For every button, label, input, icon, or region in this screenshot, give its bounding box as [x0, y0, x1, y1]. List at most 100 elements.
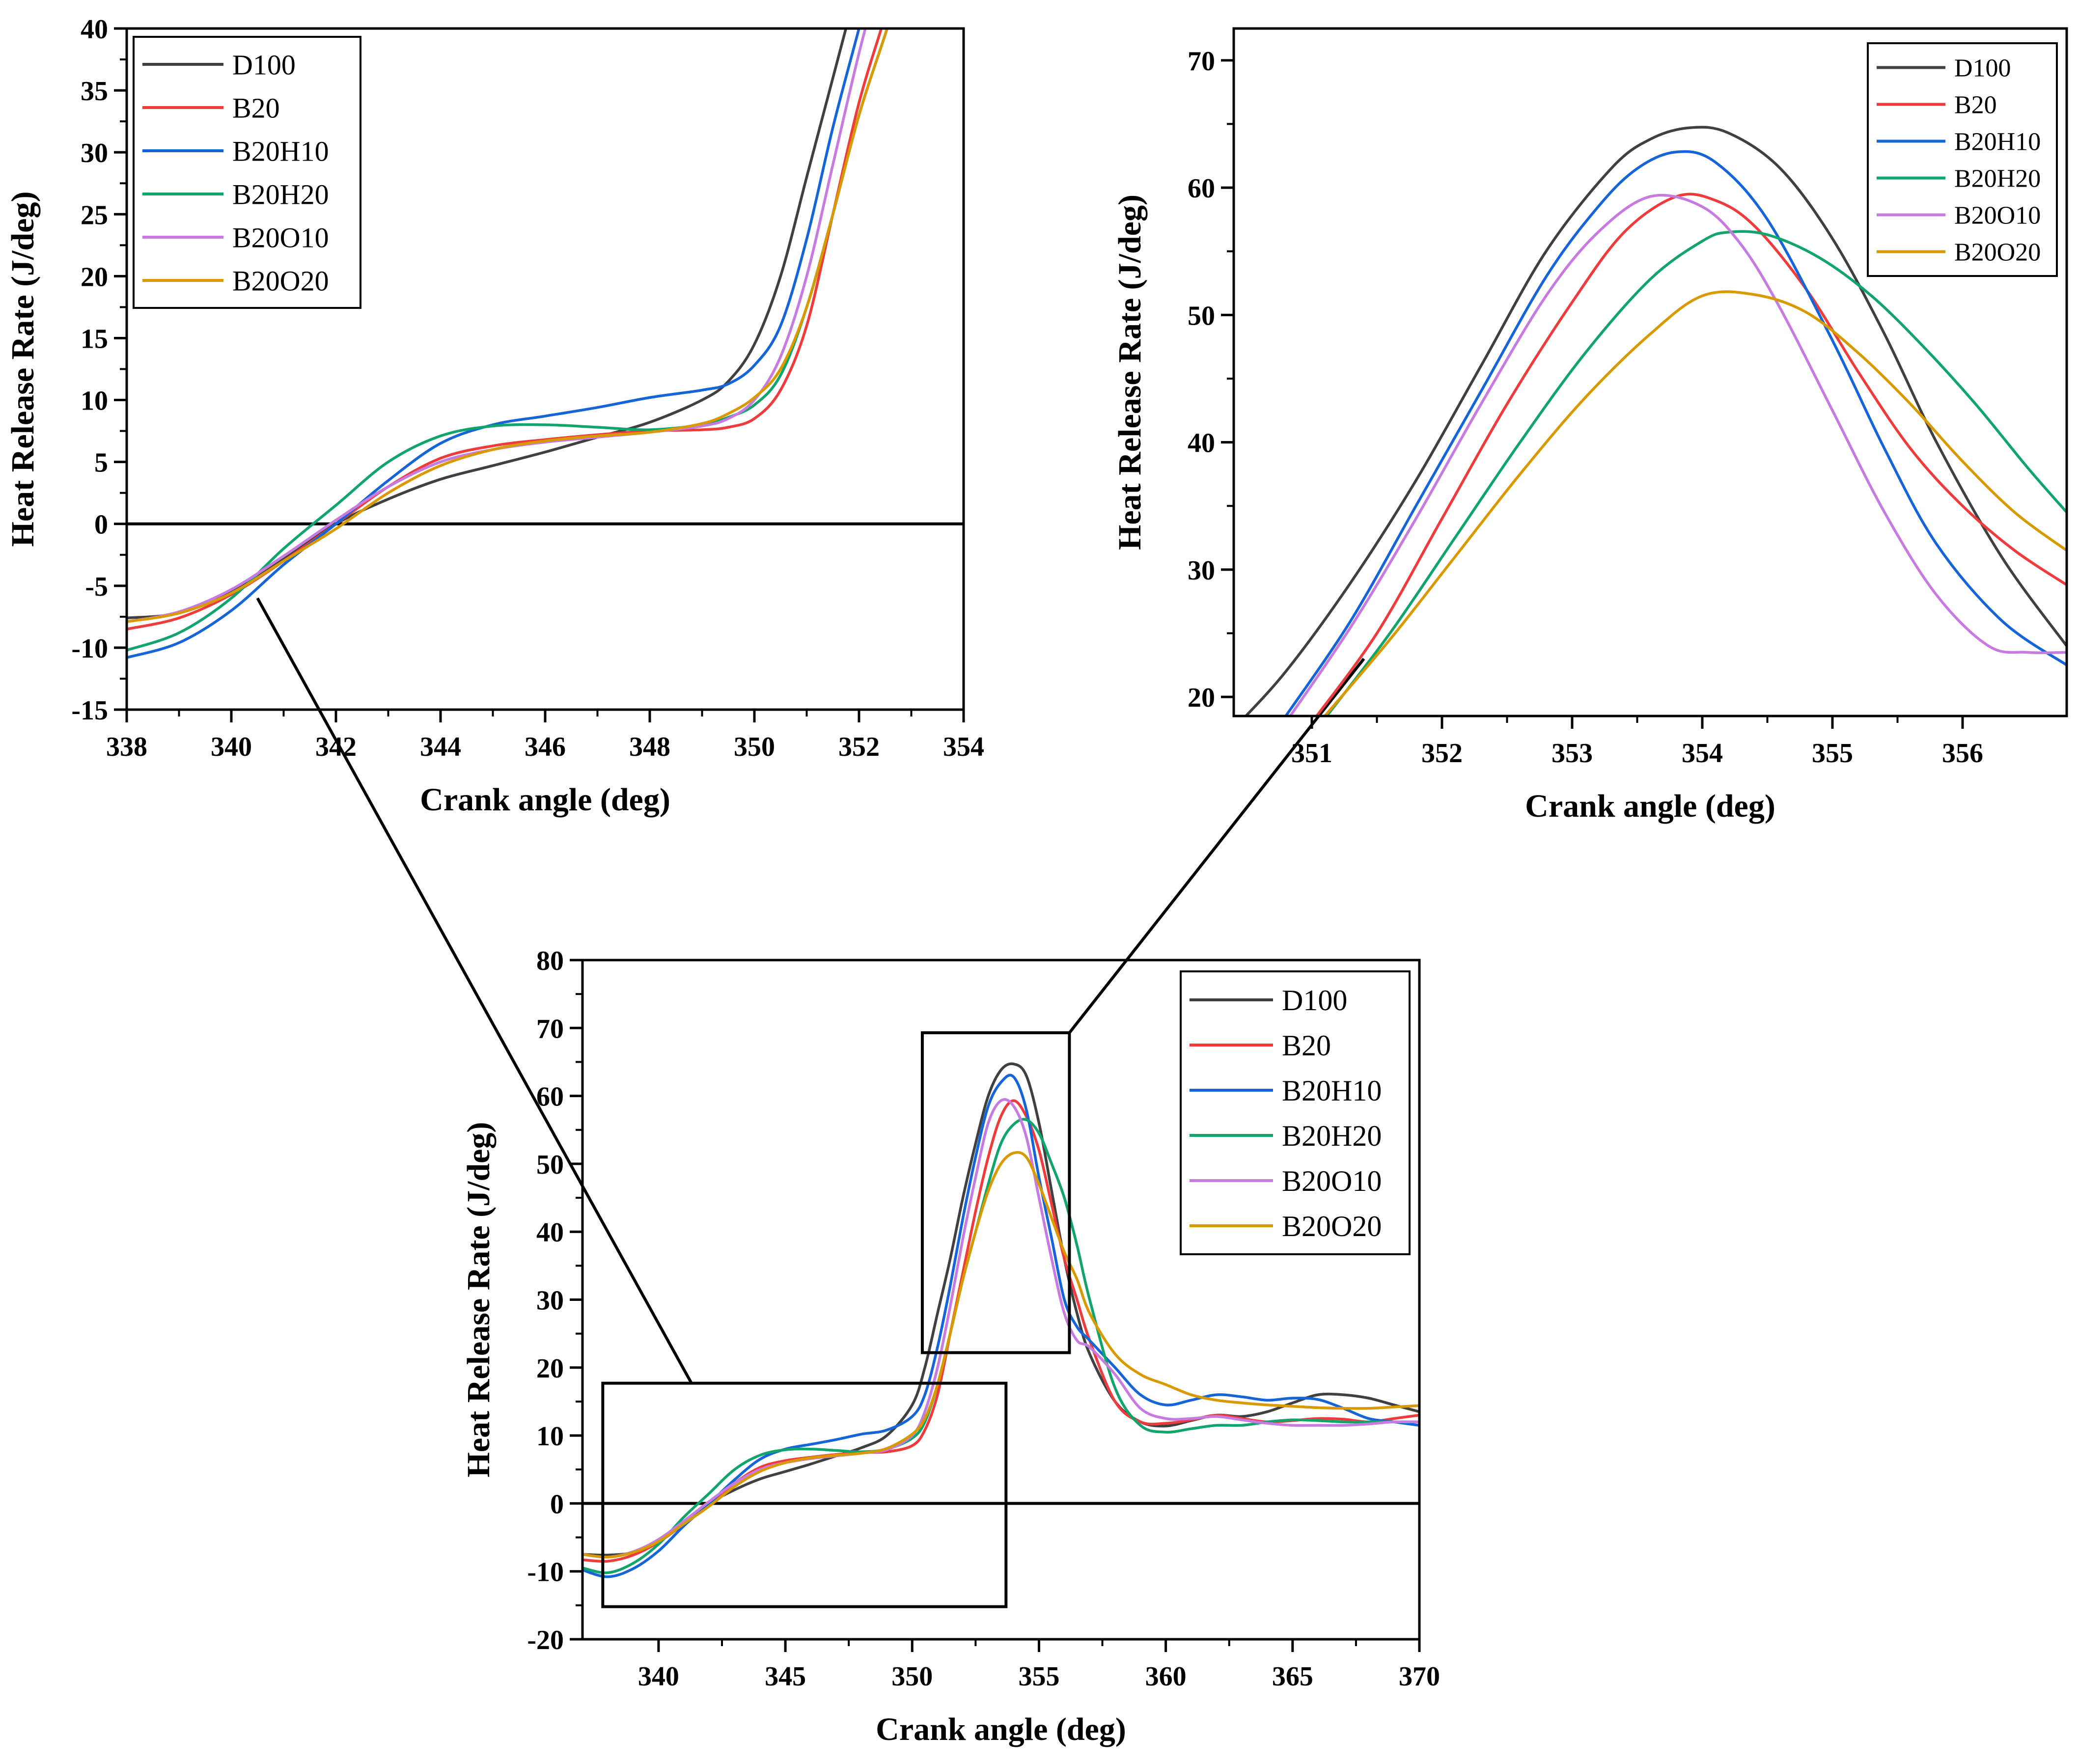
x-tick-label: 355	[1812, 738, 1853, 769]
legend-label-b20o20: B20O20	[232, 265, 329, 297]
legend-box	[1180, 970, 1411, 1255]
y-tick-label: -10	[527, 1557, 564, 1588]
y-tick-label: -20	[527, 1625, 564, 1655]
y-tick-label: 0	[550, 1489, 564, 1519]
legend: D100 B20 B20H10 B20H20 B20O10 B20O20	[133, 36, 361, 309]
y-tick-label: 10	[536, 1421, 564, 1452]
x-tick-label: 345	[765, 1661, 806, 1692]
zoom-connectors	[256, 597, 1365, 1384]
series-group	[582, 1062, 1419, 1578]
legend-label-d100: D100	[1954, 55, 2011, 83]
legend-label-b20o10: B20O10	[1954, 202, 2041, 230]
x-tick-label: 355	[1018, 1661, 1059, 1692]
legend-label-b20h10: B20H10	[1954, 128, 2041, 156]
x-tick-label: 365	[1272, 1661, 1313, 1692]
y-tick-label: 50	[536, 1150, 564, 1180]
x-tick-label: 354	[1682, 738, 1723, 769]
series-group	[1244, 126, 2067, 716]
x-tick-label: 352	[1421, 738, 1463, 769]
y-axis-title: Heat Release Rate (J/deg)	[461, 1122, 497, 1478]
x-axis-title: Crank angle (deg)	[420, 782, 670, 818]
x-tick-label: 354	[943, 732, 984, 762]
y-tick-label: 20	[1188, 683, 1215, 713]
series-line-b20o10	[582, 1098, 1419, 1559]
y-tick-label: 20	[81, 262, 108, 292]
legend-label-b20o20: B20O20	[1954, 239, 2041, 267]
x-tick-label: 353	[1552, 738, 1593, 769]
legend-label-b20h20: B20H20	[1282, 1120, 1382, 1152]
zoom-box-early	[601, 1381, 1008, 1608]
y-tick-label: -10	[71, 634, 108, 664]
series-line-b20o20	[1323, 290, 2067, 716]
x-tick-label: 356	[1942, 738, 1983, 769]
chart-overall: 340 345 350 355 360 365 370 -20 -10 0 10 20 30 40 50 60…	[461, 946, 1440, 1747]
connector-early	[256, 597, 693, 1384]
y-tick-label: 5	[94, 448, 108, 478]
y-tick-label: 70	[536, 1014, 564, 1044]
y-tick-label: 30	[81, 138, 108, 168]
legend-label-b20o10: B20O10	[1282, 1165, 1382, 1197]
connector-peak	[1068, 658, 1365, 1034]
series-line-b20h10	[582, 1074, 1419, 1578]
series-line-b20h10	[127, 28, 860, 659]
y-tick-label: -5	[85, 572, 108, 602]
legend-box	[1867, 42, 2058, 277]
y-tick-label: 40	[1188, 428, 1215, 459]
y-axis-title: Heat Release Rate (J/deg)	[5, 192, 41, 547]
legend-label-b20h20: B20H20	[1954, 165, 2041, 193]
legend: D100 B20 B20H10 B20H20 B20O10 B20O20	[1180, 970, 1411, 1255]
y-tick-label: 70	[1188, 46, 1215, 77]
x-tick-label: 352	[838, 732, 880, 762]
x-tick-label: 340	[211, 732, 252, 762]
chart-early-phase: 338 340 342 344 346 348 350 352 354 -15 -10 -5 0 5 10 1…	[5, 14, 984, 818]
zoom-box-peak	[920, 1031, 1071, 1354]
y-tick-label: 60	[1188, 173, 1215, 204]
legend-label-b20h10: B20H10	[1282, 1075, 1382, 1107]
x-tick-label: 350	[734, 732, 775, 762]
series-line-b20o10	[1288, 193, 2067, 716]
plot-frame	[1232, 27, 2068, 717]
legend-label-b20o20: B20O20	[1282, 1210, 1382, 1242]
x-tick-label: 342	[315, 732, 357, 762]
y-tick-label: 40	[536, 1217, 564, 1248]
x-tick-label: 346	[525, 732, 566, 762]
legend-label-b20: B20	[1282, 1029, 1331, 1062]
series-line-b20h10	[1284, 150, 2067, 716]
legend-label-b20h10: B20H10	[232, 135, 329, 167]
series-line-b20h20	[582, 1118, 1419, 1574]
series-line-b20o20	[127, 28, 889, 623]
y-tick-label: 25	[81, 200, 108, 230]
x-axis-title: Crank angle (deg)	[1525, 788, 1775, 824]
x-tick-label: 351	[1291, 738, 1332, 769]
series-line-b20	[582, 1099, 1419, 1563]
legend: D100 B20 B20H10 B20H20 B20O10 B20O20	[1867, 42, 2058, 277]
y-tick-label: 10	[81, 386, 108, 416]
x-tick-label: 340	[638, 1661, 679, 1692]
chart-peak-region: 351 352 353 354 355 356 20 30 40 50 60 70 Crank angl…	[1112, 27, 2068, 824]
y-tick-label: 20	[536, 1353, 564, 1384]
legend-label-d100: D100	[232, 49, 296, 81]
legend-label-b20: B20	[1954, 91, 1997, 119]
x-tick-label: 370	[1399, 1661, 1440, 1692]
series-group	[127, 28, 889, 659]
legend-label-b20h20: B20H20	[232, 178, 329, 210]
y-tick-label: 30	[1188, 555, 1215, 586]
series-line-b20o20	[582, 1151, 1419, 1559]
y-tick-label: 40	[81, 14, 108, 45]
y-tick-label: 30	[536, 1286, 564, 1316]
y-tick-label: 35	[81, 76, 108, 107]
y-tick-label: 60	[536, 1082, 564, 1112]
x-axis-title: Crank angle (deg)	[876, 1711, 1126, 1747]
x-tick-label: 338	[106, 732, 147, 762]
x-tick-label: 360	[1145, 1661, 1187, 1692]
legend-label-d100: D100	[1282, 984, 1347, 1017]
series-line-b20h20	[1325, 230, 2067, 716]
legend-label-b20: B20	[232, 92, 280, 124]
y-tick-label: 15	[81, 324, 108, 354]
y-axis-title: Heat Release Rate (J/deg)	[1112, 194, 1148, 550]
series-line-b20	[1315, 193, 2067, 716]
y-tick-label: 50	[1188, 301, 1215, 331]
legend-label-b20o10: B20O10	[232, 221, 329, 253]
y-tick-label: -15	[71, 695, 108, 726]
